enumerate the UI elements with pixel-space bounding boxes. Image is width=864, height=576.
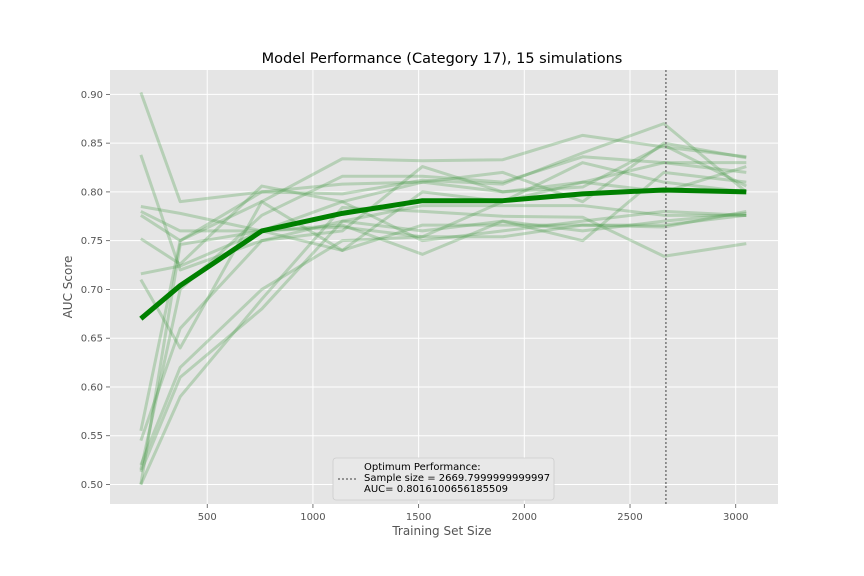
simulation-line-4 [140, 133, 747, 243]
simulation-line-10 [139, 161, 747, 442]
y-axis-ticks: 0.50 0.55 0.60 0.65 0.70 0.75 0.80 0.85 0.90 [81, 90, 110, 491]
y-tick-label: 0.60 [81, 382, 103, 393]
legend-line-3: AUC= 0.8016100656185509 [364, 484, 508, 495]
simulation-lines [139, 91, 748, 486]
x-tick-label: 3000 [723, 512, 748, 523]
simulation-line-5 [140, 184, 747, 266]
y-axis-label: AUC Score [61, 256, 75, 319]
simulation-line-8 [140, 209, 747, 239]
legend: Optimum Performance: Sample size = 2669.… [332, 457, 555, 501]
y-tick-label: 0.75 [81, 236, 103, 247]
x-tick-label: 2500 [617, 512, 642, 523]
legend-line-2: Sample size = 2669.7999999999997 [364, 473, 550, 484]
simulation-line-12 [139, 206, 747, 486]
y-tick-label: 0.65 [81, 334, 103, 345]
simulation-line-15 [139, 165, 747, 466]
y-tick-label: 0.85 [81, 139, 103, 150]
x-tick-label: 1500 [406, 512, 431, 523]
simulation-line-3 [140, 141, 747, 233]
y-tick-label: 0.55 [81, 431, 103, 442]
simulation-line-7 [139, 161, 747, 350]
x-tick-label: 500 [198, 512, 217, 523]
simulation-line-6 [140, 213, 747, 276]
simulation-line-9 [139, 122, 748, 432]
simulation-line-14 [139, 204, 747, 473]
y-tick-label: 0.80 [81, 187, 103, 198]
legend-box [332, 457, 555, 501]
y-tick-label: 0.70 [81, 285, 103, 296]
mean-performance-line [139, 187, 747, 321]
simulation-line-2 [139, 154, 747, 272]
x-tick-label: 1000 [300, 512, 325, 523]
simulation-line-1 [139, 91, 747, 204]
chart-title: Model Performance (Category 17), 15 simu… [262, 51, 623, 67]
simulation-line-13 [139, 170, 747, 485]
y-tick-label: 0.90 [81, 90, 103, 101]
x-axis-label: Training Set Size [391, 524, 491, 538]
x-tick-label: 2000 [512, 512, 537, 523]
y-tick-label: 0.50 [81, 480, 103, 491]
legend-line-1: Optimum Performance: [364, 462, 481, 473]
x-axis-ticks: 500 1000 1500 2000 2500 3000 [198, 504, 748, 523]
